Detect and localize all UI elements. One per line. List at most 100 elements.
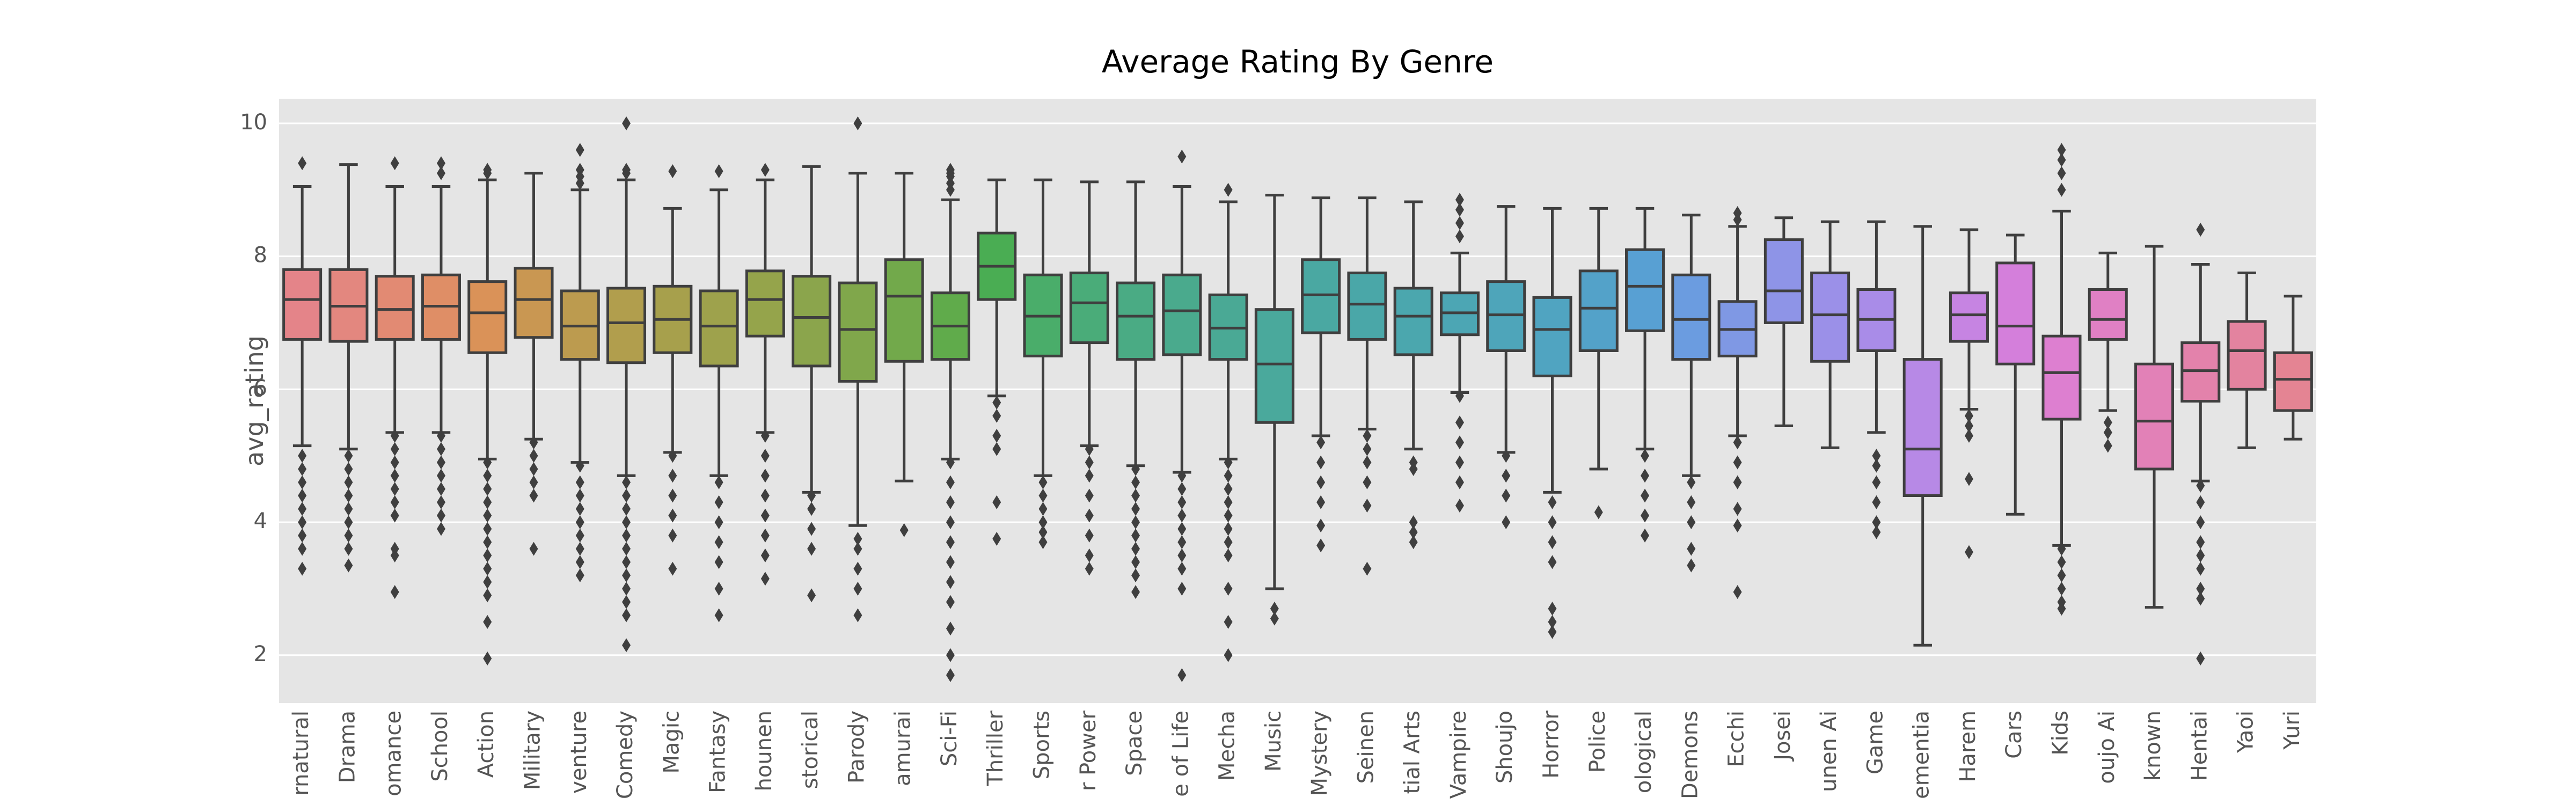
outlier <box>298 475 307 489</box>
outlier <box>1872 495 1881 509</box>
box <box>1902 358 1943 497</box>
outlier <box>298 462 307 476</box>
outlier <box>946 621 955 636</box>
outlier <box>1177 561 1187 576</box>
outlier <box>575 568 584 583</box>
outlier <box>344 541 353 556</box>
outlier <box>1224 508 1233 523</box>
box <box>1810 272 1850 363</box>
outlier <box>2057 182 2066 197</box>
outlier <box>714 515 723 530</box>
outlier <box>2057 143 2066 157</box>
x-tick-label: Harem <box>1956 711 1980 782</box>
box <box>2134 362 2175 471</box>
outlier <box>1548 614 1557 629</box>
box <box>514 267 554 339</box>
outlier <box>992 442 1001 456</box>
outlier <box>298 515 307 530</box>
outlier <box>1085 488 1094 503</box>
outlier <box>1733 455 1742 470</box>
outlier <box>436 429 445 443</box>
x-tick-label: Space <box>1122 711 1147 776</box>
outlier <box>1177 469 1187 483</box>
outlier <box>1502 515 1511 530</box>
outlier <box>2103 438 2112 453</box>
outlier <box>622 475 631 489</box>
outlier <box>298 449 307 463</box>
x-tick-label: Ecchi <box>1724 711 1749 767</box>
outlier <box>529 435 538 450</box>
outlier <box>1177 522 1187 536</box>
box <box>1578 269 1619 352</box>
outlier <box>1316 475 1326 489</box>
outlier <box>760 429 770 443</box>
outlier <box>1131 585 1140 599</box>
y-tick-label: 4 <box>254 509 267 533</box>
y-tick-label: 6 <box>254 376 267 400</box>
outlier <box>1224 581 1233 596</box>
outlier <box>436 442 445 456</box>
outlier <box>760 528 770 543</box>
outlier <box>2057 541 2066 556</box>
outlier <box>1085 528 1094 543</box>
outlier <box>390 495 399 509</box>
outlier <box>1131 502 1140 516</box>
outlier <box>483 614 492 629</box>
outlier <box>807 588 816 603</box>
outlier <box>575 541 584 556</box>
x-tick-label: ementia <box>1909 711 1934 799</box>
outlier <box>298 502 307 516</box>
outlier <box>1085 561 1094 576</box>
outlier <box>1733 585 1742 599</box>
outlier <box>807 541 816 556</box>
plot-area <box>279 99 2316 703</box>
outlier <box>2196 652 2205 666</box>
outlier <box>529 462 538 476</box>
outlier <box>1687 541 1696 556</box>
outlier <box>483 166 492 180</box>
box <box>2041 334 2082 421</box>
outlier <box>390 508 399 523</box>
outlier <box>529 541 538 556</box>
x-tick-label: Shoujo <box>1492 711 1517 784</box>
box <box>282 268 323 341</box>
outlier <box>575 475 584 489</box>
outlier <box>298 156 307 171</box>
outlier <box>668 508 677 523</box>
outlier <box>1316 538 1326 553</box>
outlier <box>714 475 723 489</box>
outlier <box>1177 508 1187 523</box>
outlier <box>1177 149 1187 164</box>
outlier <box>853 116 862 130</box>
outlier <box>483 455 492 470</box>
x-tick-label: Sports <box>1030 711 1055 779</box>
outlier <box>622 488 631 503</box>
outlier <box>1687 515 1696 530</box>
x-tick-label: Magic <box>659 711 684 774</box>
outlier <box>946 535 955 550</box>
outlier <box>668 528 677 543</box>
x-tick-label: Vampire <box>1446 711 1471 799</box>
outlier <box>1733 502 1742 516</box>
outlier <box>1548 602 1557 616</box>
outlier <box>575 515 584 530</box>
x-tick-label: Yuri <box>2280 711 2304 750</box>
outlier <box>760 163 770 177</box>
box <box>1763 238 1804 324</box>
outlier <box>1502 488 1511 503</box>
x-tick-label: unen Ai <box>1817 711 1841 792</box>
box <box>1347 272 1387 341</box>
outlier <box>622 555 631 569</box>
outlier <box>622 541 631 556</box>
outlier <box>575 176 584 191</box>
outlier <box>436 166 445 180</box>
outlier <box>992 532 1001 546</box>
outlier <box>2196 495 2205 509</box>
box <box>1162 273 1202 356</box>
outlier <box>344 462 353 476</box>
box <box>838 281 878 383</box>
box <box>1254 308 1294 424</box>
box <box>1116 281 1156 361</box>
outlier <box>529 475 538 489</box>
y-tick-label: 8 <box>254 243 267 268</box>
